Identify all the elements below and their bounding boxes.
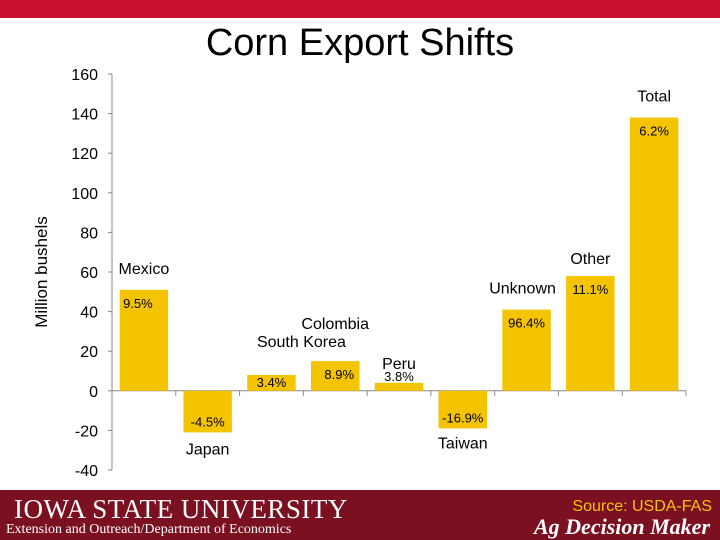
data-label: -16.9% bbox=[442, 410, 484, 425]
y-tick-label: 120 bbox=[71, 146, 98, 163]
source-text: Source: USDA-FAS bbox=[572, 498, 712, 515]
data-label: 8.9% bbox=[324, 367, 354, 382]
data-label: 11.1% bbox=[572, 282, 608, 297]
y-tick-label: 140 bbox=[71, 107, 98, 124]
data-label: 3.4% bbox=[257, 375, 287, 390]
y-axis-label: Million bushels bbox=[32, 216, 51, 328]
data-label: 6.2% bbox=[639, 124, 669, 139]
category-label: Japan bbox=[186, 441, 230, 458]
y-tick-label: 20 bbox=[80, 344, 98, 361]
category-label: Unknown bbox=[489, 281, 556, 298]
y-tick-label: 80 bbox=[80, 225, 98, 242]
data-label: 3.8% bbox=[384, 369, 414, 384]
bar-colombia bbox=[310, 361, 360, 391]
bar-mexico bbox=[119, 289, 169, 391]
data-label: 96.4% bbox=[508, 316, 545, 331]
y-tick-label: -20 bbox=[75, 423, 98, 440]
top-accent-bar bbox=[0, 0, 720, 18]
bar-taiwan bbox=[438, 390, 488, 429]
bar-total bbox=[629, 117, 679, 391]
university-logo-text: IOWA STATE UNIVERSITY bbox=[14, 494, 348, 524]
bar-unknown bbox=[502, 309, 551, 391]
bar-chart: -40 -20 0 20 40 60 80 100 120 140 160 Million bushe… bbox=[32, 67, 687, 480]
y-tick-label: 100 bbox=[71, 186, 98, 203]
department-text: Extension and Outreach/Department of Eco… bbox=[6, 522, 292, 537]
y-tick-label: -40 bbox=[75, 463, 98, 480]
bar-peru bbox=[374, 382, 424, 391]
category-label: Peru bbox=[382, 356, 416, 373]
y-tick-label: 0 bbox=[89, 384, 98, 401]
category-label: Colombia bbox=[301, 316, 369, 333]
data-label: 9.5% bbox=[123, 296, 153, 311]
bar-other bbox=[566, 275, 615, 391]
y-tick-label: 60 bbox=[80, 265, 98, 282]
brand-logo-text: Ag Decision Maker bbox=[534, 514, 710, 539]
data-label: -4.5% bbox=[191, 414, 225, 429]
footer-bar bbox=[0, 490, 720, 540]
chart-title: Corn Export Shifts bbox=[205, 22, 515, 64]
category-label: Taiwan bbox=[438, 435, 488, 452]
category-label: Total bbox=[637, 89, 671, 106]
category-label: South Korea bbox=[257, 334, 346, 351]
y-tick-label: 160 bbox=[71, 67, 98, 84]
category-label: Other bbox=[570, 251, 611, 268]
category-label: Mexico bbox=[119, 261, 170, 278]
bar-japan bbox=[183, 390, 232, 433]
y-tick-label: 40 bbox=[80, 305, 98, 322]
bar-south-korea bbox=[247, 374, 296, 391]
